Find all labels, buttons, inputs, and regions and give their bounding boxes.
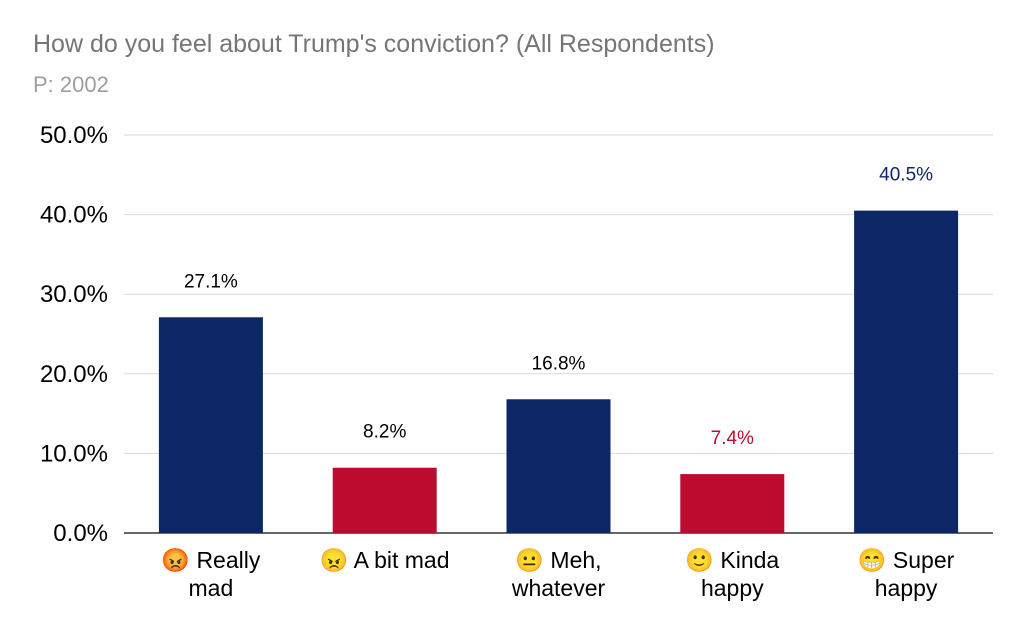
x-tick-label: 😐 Meh, [515, 547, 601, 573]
x-tick-label: happy [875, 575, 938, 601]
x-tick-label: happy [701, 575, 764, 601]
x-tick-label: mad [189, 575, 234, 601]
bar [158, 317, 263, 533]
bar [506, 399, 611, 533]
data-label: 27.1% [184, 271, 238, 292]
y-tick-label: 50.0% [40, 122, 108, 149]
bar [854, 210, 959, 533]
x-tick-label: 😠 A bit mad [320, 547, 450, 573]
data-label: 7.4% [711, 428, 754, 449]
y-tick-label: 30.0% [40, 281, 108, 308]
x-tick-label: 🙂 Kinda [685, 547, 779, 573]
y-tick-label: 40.0% [40, 202, 108, 229]
x-tick-label: whatever [511, 575, 606, 601]
bar [680, 474, 785, 533]
y-tick-label: 0.0% [53, 520, 108, 547]
y-tick-label: 10.0% [40, 440, 108, 467]
bar [332, 467, 437, 533]
x-tick-label: 😡 Really [161, 547, 260, 573]
x-tick-label: 😁 Super [858, 547, 955, 573]
data-label: 40.5% [879, 165, 933, 186]
y-tick-label: 20.0% [40, 361, 108, 388]
chart-subtitle: P: 2002 [33, 72, 109, 97]
data-label: 16.8% [532, 353, 586, 374]
data-label: 8.2% [363, 422, 406, 443]
chart-title: How do you feel about Trump's conviction… [33, 30, 715, 58]
